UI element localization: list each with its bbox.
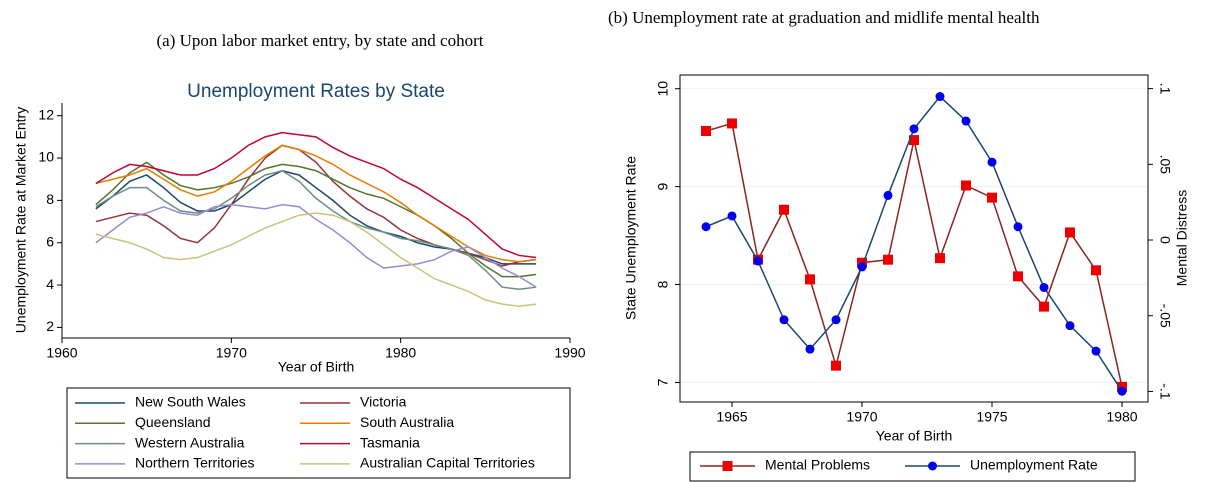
marker [987,157,997,167]
series-line [95,131,537,259]
marker [935,92,945,102]
y-tick-label: 12 [38,106,54,122]
marker [727,118,737,129]
marker [727,211,737,221]
x-tick-label: 1965 [716,409,747,425]
marker [1065,321,1075,331]
y-tick-label: 8 [46,191,54,207]
series-line [95,144,537,263]
plot-frame [679,74,1149,403]
marker [805,344,815,354]
legend-label: Victoria [360,394,407,410]
legend-label: Western Australia [135,434,245,450]
legend-label: Tasmania [360,434,420,450]
y2-tick-label: -.05 [1157,304,1173,328]
y2-tick-label: .1 [1157,83,1173,95]
series-line [95,169,537,291]
series-line [95,144,537,267]
marker [831,315,841,325]
x-tick-label: 1960 [46,345,77,361]
marker [1091,346,1101,356]
legend-marker [928,461,937,471]
caption: (a) Upon labor market entry, by state an… [156,31,484,50]
y-tick-label: 10 [655,81,671,97]
marker [701,126,711,137]
marker [1013,271,1023,282]
series-line [705,122,1123,388]
y-axis-label: State Unemployment Rate [623,156,639,320]
marker [779,204,789,215]
y2-axis-label: Mental Distress [1174,190,1190,286]
y-tick-label: 8 [655,280,671,288]
marker [779,315,789,325]
x-tick-label: 1980 [385,345,416,361]
marker [883,254,893,265]
marker [831,360,841,371]
marker [961,180,971,191]
legend-label: Unemployment Rate [970,457,1098,473]
series-line [95,203,537,288]
legend-marker [722,461,733,471]
series-line [95,212,537,307]
y-tick-label: 2 [46,318,54,334]
legend-label: Mental Problems [765,457,870,473]
marker [1117,386,1127,396]
marker [961,116,971,126]
legend-label: Australian Capital Territories [360,455,535,471]
x-axis-label: Year of Birth [876,428,953,444]
legend-label: Northern Territories [135,455,255,471]
y-tick-label: 9 [655,183,671,191]
marker [753,256,763,266]
y2-tick-label: 0 [1157,236,1173,244]
x-axis-label: Year of Birth [278,359,355,375]
marker [805,274,815,285]
chart-title: Unemployment Rates by State [187,81,445,102]
x-tick-label: 1980 [1106,409,1137,425]
marker [883,190,893,200]
y2-tick-label: -.1 [1157,383,1173,400]
legend-label: Queensland [135,414,211,430]
y-tick-label: 10 [38,149,54,165]
x-tick-label: 1975 [976,409,1007,425]
x-tick-label: 1990 [554,345,585,361]
marker [701,222,711,232]
marker [909,124,919,134]
y-axis-label: Unemployment Rate at Market Entry [13,107,29,333]
y-tick-label: 7 [655,378,671,386]
x-tick-label: 1970 [216,345,247,361]
marker [1013,222,1023,232]
marker [1065,227,1075,238]
legend-label: South Australia [360,414,454,430]
marker [935,253,945,264]
x-tick-label: 1970 [846,409,877,425]
legend-label: New South Wales [135,394,246,410]
marker [857,262,867,272]
caption: (b) Unemployment rate at graduation and … [608,8,1040,27]
y-tick-label: 6 [46,233,54,249]
y-tick-label: 4 [46,276,54,292]
marker [1039,282,1049,292]
marker [1091,265,1101,276]
marker [1039,301,1049,312]
series-line [95,169,537,265]
y2-tick-label: .05 [1157,155,1173,175]
marker [909,135,919,146]
marker [987,192,997,203]
